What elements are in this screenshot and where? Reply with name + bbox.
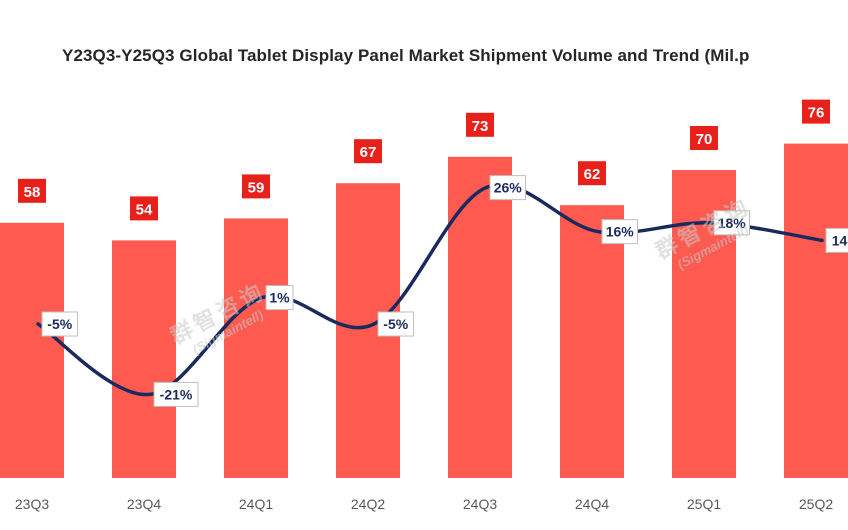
bar-25Q2 <box>784 143 848 478</box>
line-label-box <box>825 227 848 253</box>
x-tick-label: 25Q2 <box>799 496 833 512</box>
line-label-23Q3: -5% <box>41 311 78 337</box>
line-label-box <box>41 311 78 337</box>
line-value-label: 26% <box>494 180 523 196</box>
bar-23Q4 <box>112 240 176 478</box>
bar-label-box <box>242 174 270 199</box>
line-label-box <box>713 210 750 236</box>
bars-layer <box>0 143 848 479</box>
x-tick-label: 25Q1 <box>687 496 721 512</box>
bar-label-box <box>18 178 46 203</box>
bar-value-label: 70 <box>696 131 713 148</box>
x-tick-label: 24Q1 <box>239 496 273 512</box>
bar-label-box <box>578 161 606 186</box>
bar-value-label: 73 <box>472 118 489 135</box>
bar-label-box <box>466 112 494 137</box>
x-tick-label: 24Q2 <box>351 496 385 512</box>
x-axis: 23Q3 23Q4 24Q1 24Q2 24Q3 24Q4 25Q1 25Q2 <box>15 496 833 512</box>
bar-label-24Q3: 73 <box>466 112 494 137</box>
bar-label-box <box>690 126 718 150</box>
line-label-box <box>601 219 638 245</box>
bar-label-23Q4: 54 <box>130 196 158 221</box>
line-value-label: -5% <box>47 316 72 332</box>
line-label-24Q1: 1% <box>265 285 294 311</box>
bar-value-label: 67 <box>360 144 377 161</box>
x-tick-label: 23Q3 <box>15 496 49 512</box>
bar-24Q4 <box>560 205 624 478</box>
line-label-24Q3: 26% <box>489 175 526 201</box>
chart-title: Y23Q3-Y25Q3 Global Tablet Display Panel … <box>62 46 750 65</box>
x-tick-label: 23Q4 <box>127 496 161 512</box>
line-label-24Q4: 16% <box>601 219 638 245</box>
bar-label-box <box>130 196 158 221</box>
line-label-box <box>153 381 199 407</box>
line-value-label: 16% <box>606 224 635 240</box>
bar-label-24Q4: 62 <box>578 161 606 186</box>
line-value-label: 18% <box>718 215 747 231</box>
x-tick-label: 24Q4 <box>575 496 609 512</box>
line-label-25Q2: 14 <box>825 227 848 253</box>
line-label-23Q4: -21% <box>153 381 199 407</box>
line-value-label: -21% <box>160 386 193 402</box>
line-label-box <box>489 175 526 201</box>
bar-label-25Q2: 76 <box>802 99 830 124</box>
bar-24Q1 <box>224 218 288 478</box>
bar-label-box <box>354 139 382 164</box>
bar-label-box <box>802 99 830 124</box>
line-value-label: 14 <box>832 232 848 248</box>
bar-value-label: 59 <box>248 179 265 196</box>
line-value-label: -5% <box>383 316 408 332</box>
bar-value-label: 62 <box>584 166 601 183</box>
bar-23Q3 <box>0 222 64 478</box>
labels-layer: 58 54 59 67 73 62 70 76 -5% -21% 1% -5% 26% 16% 18% 14 <box>18 99 848 407</box>
x-tick-label: 24Q3 <box>463 496 497 512</box>
bar-value-label: 76 <box>808 105 825 122</box>
line-label-25Q1: 18% <box>713 210 750 236</box>
bar-24Q3 <box>448 156 512 479</box>
bar-label-25Q1: 70 <box>690 126 718 150</box>
line-label-24Q2: -5% <box>377 311 414 337</box>
bar-label-24Q1: 59 <box>242 174 270 199</box>
bar-value-label: 58 <box>24 184 41 201</box>
line-label-box <box>377 311 414 337</box>
bar-label-24Q2: 67 <box>354 139 382 164</box>
line-value-label: 1% <box>269 290 290 306</box>
line-label-box <box>265 285 294 311</box>
bar-value-label: 54 <box>136 201 153 218</box>
bar-label-23Q3: 58 <box>18 178 46 203</box>
